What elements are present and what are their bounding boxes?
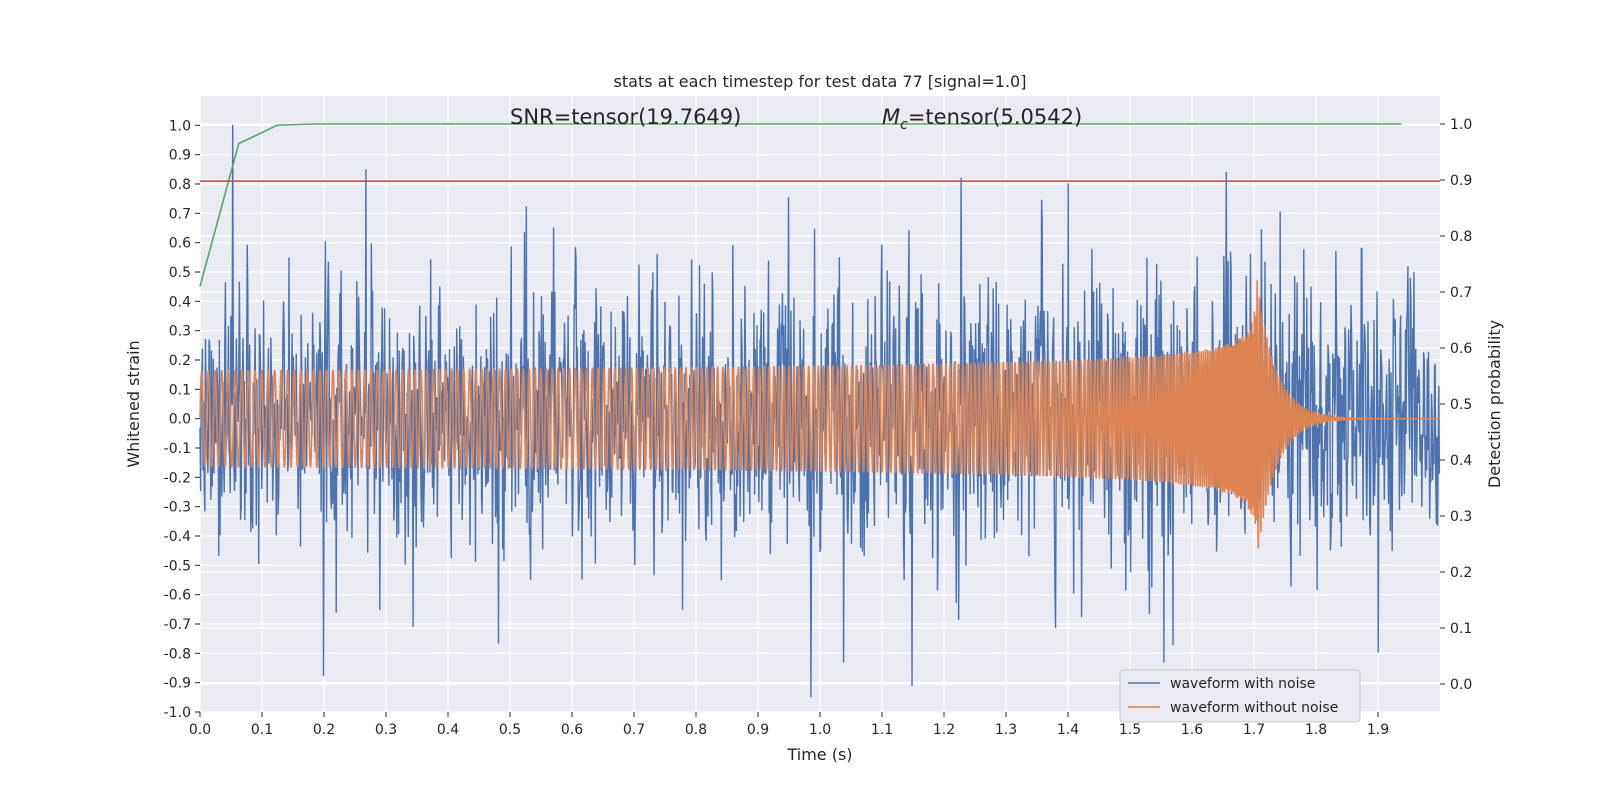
y-tick-label: 0.6 [169, 236, 191, 252]
x-axis-label: Time (s) [786, 745, 852, 764]
legend-label-clean: waveform without noise [1170, 700, 1338, 716]
x-tick-label: 0.6 [561, 722, 583, 738]
legend-label-noise: waveform with noise [1170, 676, 1315, 692]
x-tick-label: 0.4 [437, 722, 459, 738]
x-tick-label: 1.2 [933, 722, 955, 738]
x-tick-label: 0.1 [251, 722, 273, 738]
x-tick-label: 0.0 [189, 722, 211, 738]
y-tick-label: 1.0 [169, 118, 191, 134]
y-tick-label: -0.4 [164, 529, 191, 545]
chart-title: stats at each timestep for test data 77 … [614, 72, 1027, 91]
mc-subscript: c [900, 117, 908, 133]
y2-tick-label: 0.2 [1450, 565, 1472, 581]
legend: waveform with noise waveform without noi… [1119, 669, 1361, 723]
y2-tick-label: 0.0 [1450, 677, 1472, 693]
x-tick-label: 1.8 [1305, 722, 1327, 738]
y-tick-label: -0.1 [164, 441, 191, 457]
axes: 0.0 0.1 0.2 0.3 0.4 0.5 0.6 0.7 0.8 0.9 1.0 1.1 1.2 1… [164, 117, 1473, 738]
x-tick-label: 1.9 [1367, 722, 1389, 738]
snr-annotation: SNR=tensor(19.7649) [510, 105, 741, 129]
x-tick-label: 0.9 [747, 722, 769, 738]
y2-tick-label: 0.5 [1450, 397, 1472, 413]
x-tick-label: 1.6 [1181, 722, 1203, 738]
x-tick-label: 1.3 [995, 722, 1017, 738]
y-tick-label: -0.8 [164, 646, 191, 662]
x-tick-label: 1.1 [871, 722, 893, 738]
detection-probability-line [199, 123, 1402, 287]
y-tick-label: -0.3 [164, 500, 191, 516]
x-tick-label: 1.7 [1243, 722, 1265, 738]
y2-tick-label: 0.9 [1450, 173, 1472, 189]
y-tick-label: -0.7 [164, 617, 191, 633]
y-tick-label: 0.2 [169, 353, 191, 369]
x-tick-label: 1.5 [1119, 722, 1141, 738]
y2-tick-label: 0.8 [1450, 229, 1472, 245]
y-tick-label: 0.4 [169, 294, 191, 310]
waveform-without-noise-line [199, 280, 1441, 549]
y2-tick-label: 0.4 [1450, 453, 1472, 469]
mc-annotation: Mc=tensor(5.0542) [882, 105, 1082, 133]
y-tick-label: 0.8 [169, 177, 191, 193]
y-tick-label: -0.9 [164, 676, 191, 692]
x-tick-label: 1.4 [1057, 722, 1079, 738]
y-tick-label: 0.3 [169, 324, 191, 340]
series-layer [199, 123, 1441, 698]
y-tick-label: 0.5 [169, 265, 191, 281]
y-tick-label: 0.0 [169, 412, 191, 428]
x-tick-label: 0.8 [685, 722, 707, 738]
y2-axis-label: Detection probability [1485, 320, 1504, 488]
mc-value: =tensor(5.0542) [908, 105, 1082, 129]
y-tick-label: -0.2 [164, 470, 191, 486]
y2-tick-label: 0.3 [1450, 509, 1472, 525]
y-tick-label: -0.6 [164, 588, 191, 604]
x-tick-label: 0.3 [375, 722, 397, 738]
y-tick-label: 0.1 [169, 382, 191, 398]
x-tick-label: 0.5 [499, 722, 521, 738]
y-tick-label: -0.5 [164, 558, 191, 574]
y-axis-label: Whitened strain [124, 340, 143, 467]
y-tick-label: 0.7 [169, 206, 191, 222]
y2-tick-label: 1.0 [1450, 117, 1472, 133]
mc-symbol: M [882, 105, 900, 129]
y-tick-label: -1.0 [164, 705, 191, 721]
y2-tick-label: 0.6 [1450, 341, 1472, 357]
y2-tick-label: 0.1 [1450, 621, 1472, 637]
x-tick-label: 0.2 [313, 722, 335, 738]
y-tick-label: 0.9 [169, 148, 191, 164]
legend-box [1119, 669, 1361, 723]
x-tick-label: 1.0 [809, 722, 831, 738]
y2-tick-label: 0.7 [1450, 285, 1472, 301]
x-tick-label: 0.7 [623, 722, 645, 738]
